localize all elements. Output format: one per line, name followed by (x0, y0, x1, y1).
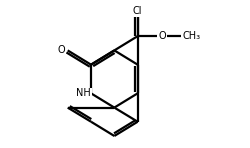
Text: Cl: Cl (133, 6, 142, 16)
Text: NH: NH (76, 88, 91, 98)
Text: O: O (158, 31, 166, 41)
Text: O: O (134, 6, 141, 16)
Text: CH₃: CH₃ (182, 31, 201, 41)
Text: O: O (58, 45, 65, 55)
